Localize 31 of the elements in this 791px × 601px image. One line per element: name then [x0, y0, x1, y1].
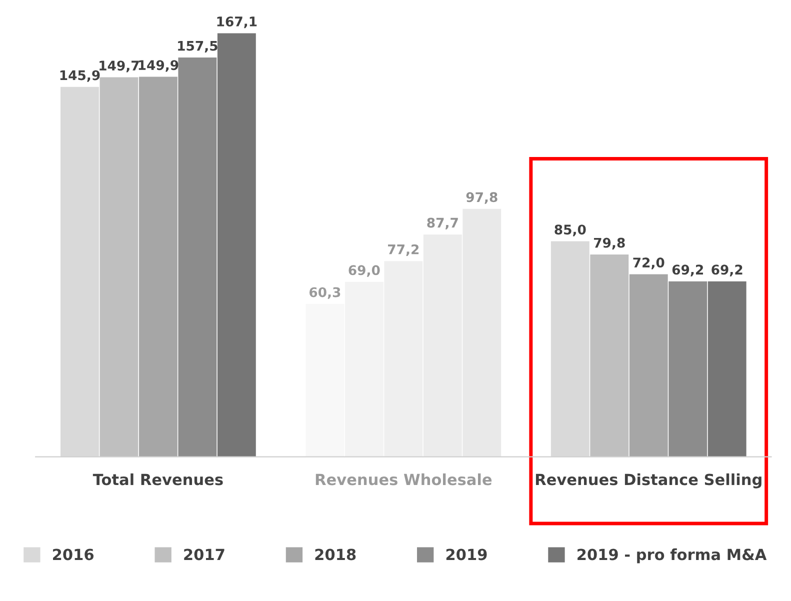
x-tick-label: Revenues Distance Selling: [536, 473, 762, 488]
bar: [590, 254, 629, 457]
data-label: 97,8: [466, 192, 498, 204]
data-label: 157,5: [178, 41, 218, 52]
data-label: 60,3: [309, 287, 340, 299]
data-label: 145,9: [60, 70, 100, 82]
x-tick-label: Total Revenues: [92, 473, 223, 486]
data-label: 79,8: [594, 238, 625, 250]
legend-label: 2019 - pro forma M&A: [578, 548, 767, 564]
data-label: 87,7: [427, 218, 458, 230]
legend-label: 2018: [315, 548, 356, 560]
data-label: 69,2: [712, 264, 742, 276]
bar: [178, 58, 217, 457]
bar: [100, 77, 138, 457]
data-label: 72,0: [633, 258, 664, 270]
data-label: 149,9: [138, 60, 178, 72]
data-label: 69,2: [672, 264, 703, 276]
legend-label: 2016: [53, 548, 94, 560]
data-label: 85,0: [554, 224, 586, 236]
data-label: 77,2: [388, 244, 419, 256]
legend-label: 2019: [446, 548, 487, 560]
data-label: 167,1: [217, 16, 257, 28]
bar: [668, 281, 708, 457]
bar: [138, 76, 178, 457]
bar: [217, 33, 256, 457]
legend-label: 2017: [184, 548, 224, 560]
data-label: 69,0: [348, 265, 380, 277]
bar: [629, 274, 668, 457]
bar: [708, 281, 746, 457]
x-tick-label: Revenues Wholesale: [316, 473, 492, 486]
data-label: 149,7: [100, 60, 139, 72]
